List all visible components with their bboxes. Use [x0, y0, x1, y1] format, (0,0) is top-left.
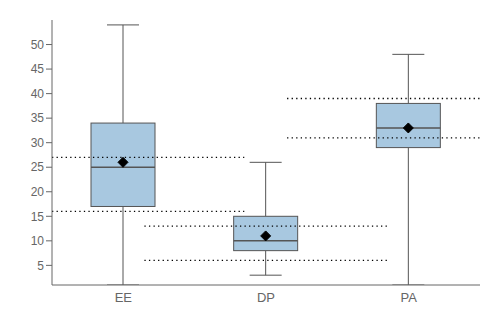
svg-text:EE: EE	[115, 290, 133, 305]
svg-text:45: 45	[31, 62, 45, 76]
svg-text:20: 20	[31, 185, 45, 199]
svg-text:PA: PA	[400, 290, 417, 305]
svg-text:5: 5	[37, 259, 44, 273]
svg-text:15: 15	[31, 210, 45, 224]
svg-text:30: 30	[31, 136, 45, 150]
svg-text:35: 35	[31, 111, 45, 125]
svg-text:DP: DP	[257, 290, 275, 305]
svg-text:50: 50	[31, 38, 45, 52]
svg-text:40: 40	[31, 87, 45, 101]
svg-text:10: 10	[31, 234, 45, 248]
svg-text:25: 25	[31, 160, 45, 174]
